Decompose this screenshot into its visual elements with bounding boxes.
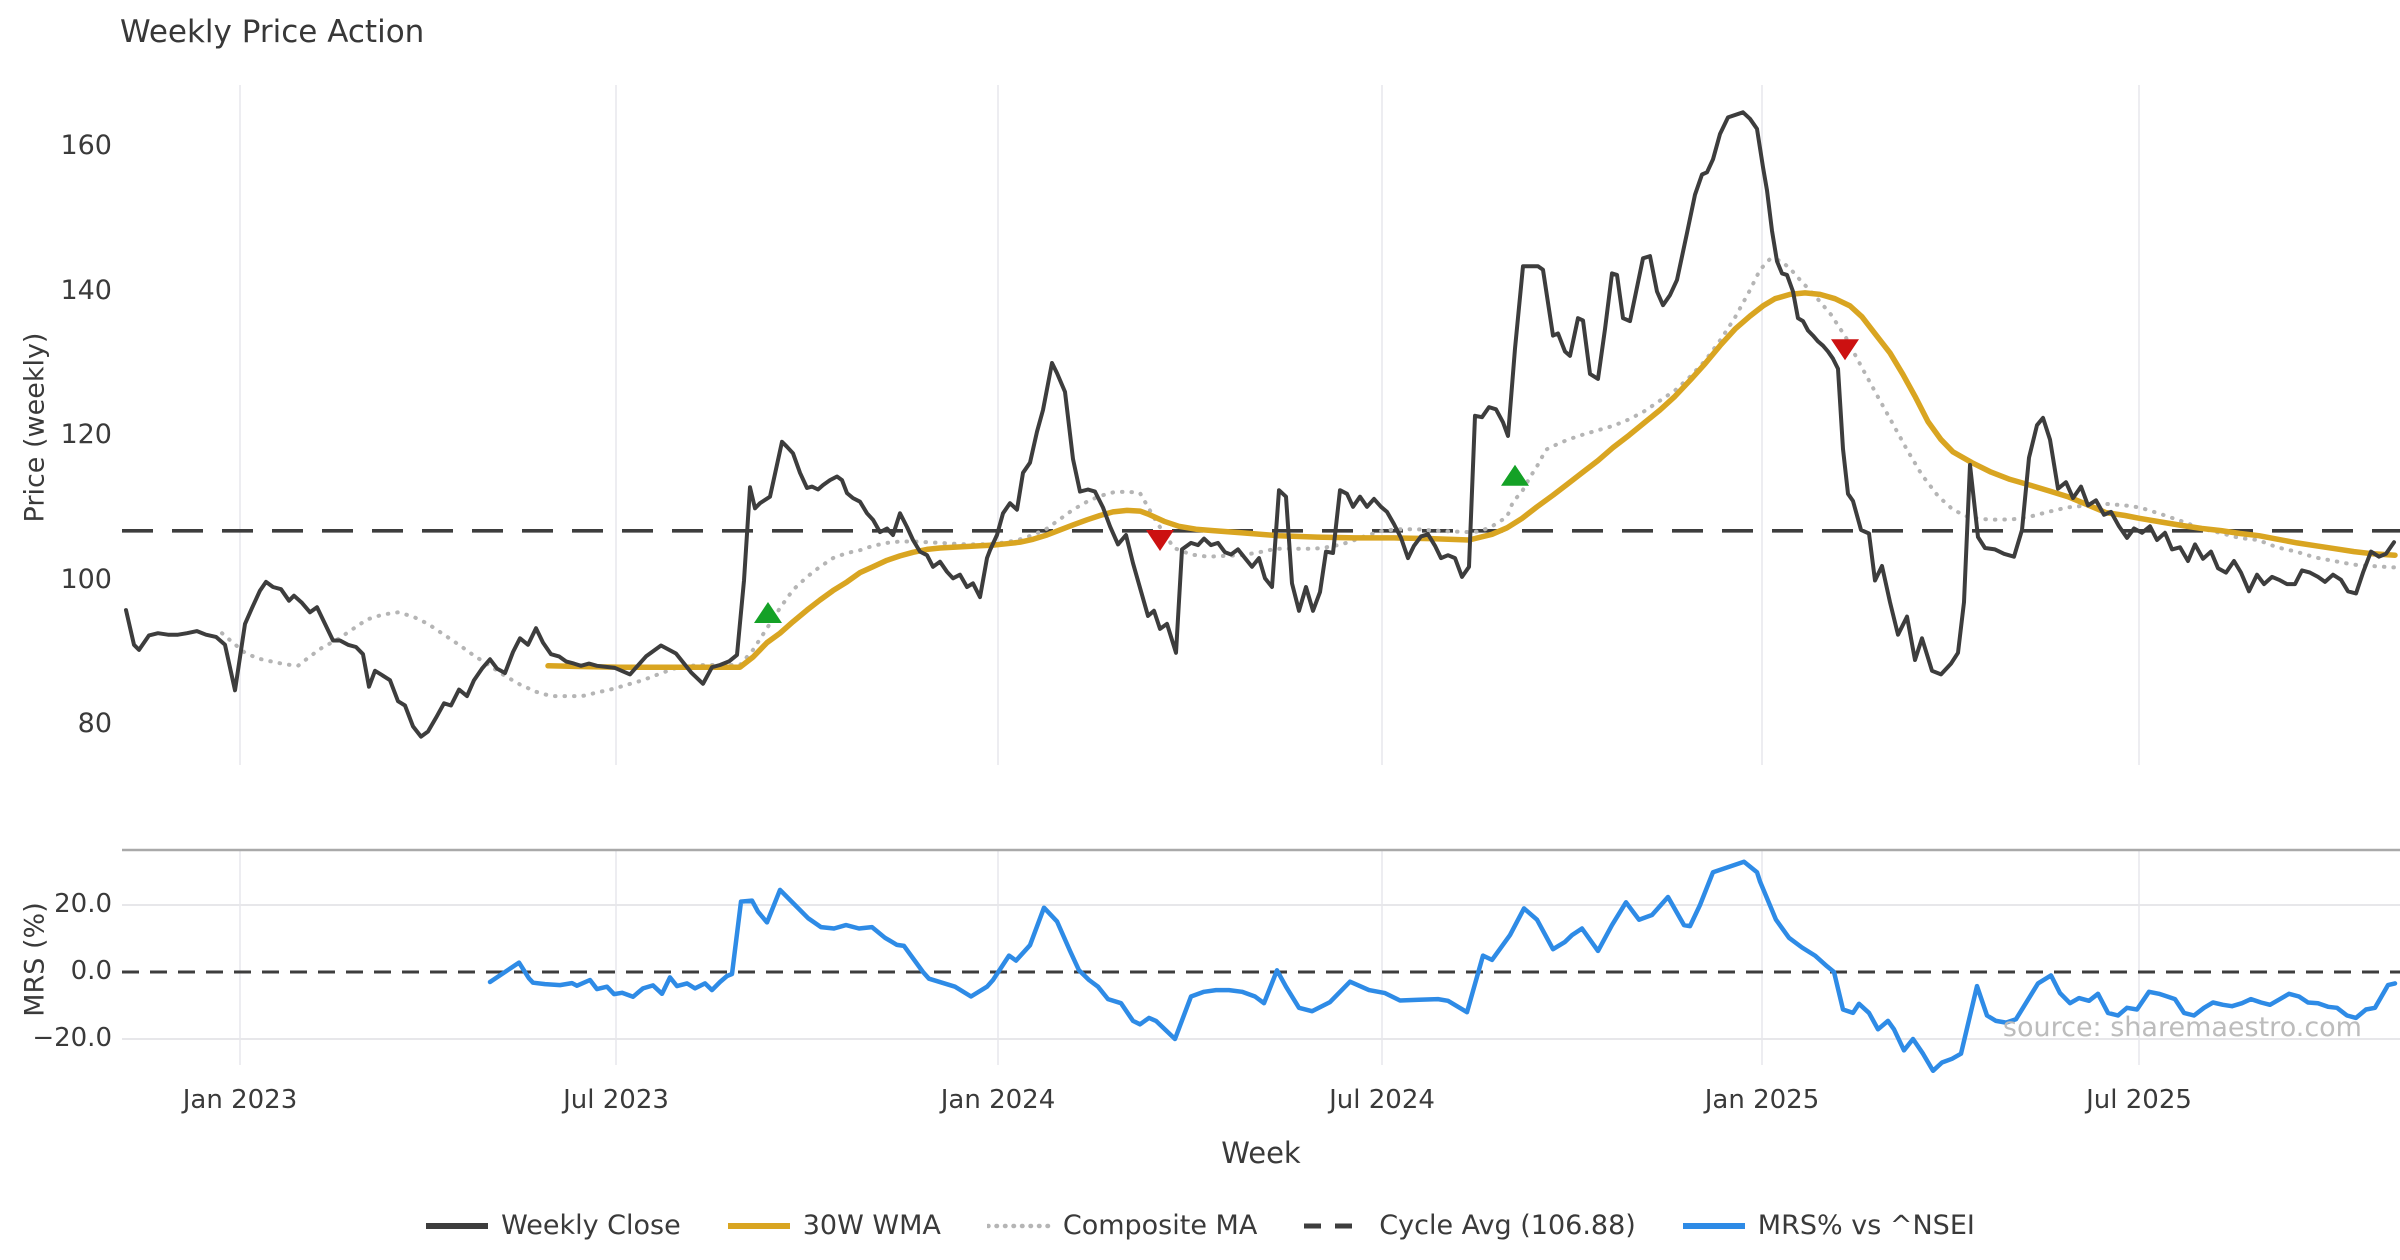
legend-item: Cycle Avg (106.88) [1303,1210,1636,1241]
mrs-y-tick-label: 20.0 [54,889,112,919]
legend-label: 30W WMA [802,1210,941,1241]
weekly-close-line [124,110,2396,739]
chart-title: Weekly Price Action [120,14,425,50]
legend-swatch-solid [727,1222,790,1229]
wma-30w-line [545,290,2398,670]
x-tick-label: Jul 2024 [1329,1085,1435,1115]
sell-signal-marker [1146,530,1174,552]
legend-swatch-solid [1682,1222,1745,1229]
x-tick-label: Jan 2024 [940,1085,1056,1115]
legend-item: 30W WMA [727,1210,941,1241]
legend-item: Weekly Close [425,1210,681,1241]
sell-signal-marker [1831,339,1859,361]
legend-label: Composite MA [1062,1210,1258,1241]
signal-markers [754,339,1859,624]
price-y-tick-label: 100 [60,563,112,595]
x-tick-label: Jan 2025 [1704,1085,1820,1115]
composite-ma-line [220,256,2397,699]
legend-swatch-dashed [1304,1223,1367,1228]
legend-item: MRS% vs ^NSEI [1682,1210,1975,1241]
price-panel-series [122,110,2400,739]
x-axis-label: Week [1221,1136,1301,1170]
mrs-line [487,859,2398,1074]
buy-signal-marker [754,602,782,624]
x-tick-label: Jul 2023 [563,1085,669,1115]
legend-label: Weekly Close [501,1210,681,1241]
price-panel-gridlines [239,85,2140,765]
buy-signal-marker [1501,464,1529,486]
legend-label: Cycle Avg (106.88) [1379,1210,1636,1241]
price-y-tick-label: 120 [60,419,112,450]
price-y-tick-label: 140 [60,274,112,306]
legend-swatch-dotted [986,1223,1051,1228]
source-watermark: source: sharemaestro.com [2002,1012,2362,1043]
legend-item: Composite MA [986,1210,1258,1241]
price-y-tick-label: 160 [60,130,112,161]
x-tick-label: Jan 2023 [182,1085,298,1115]
mrs-y-tick-label: 0.0 [70,956,112,986]
x-tick-label: Jul 2025 [2086,1085,2192,1115]
mrs-y-tick-label: −20.0 [32,1023,112,1053]
price-y-tick-label: 80 [77,708,112,739]
legend-swatch-solid [426,1222,489,1229]
legend-label: MRS% vs ^NSEI [1757,1210,1975,1241]
legend: Weekly Close 30W WMA Composite MA Cycle Avg… [0,1210,2400,1241]
mrs-panel-series [487,859,2398,1074]
